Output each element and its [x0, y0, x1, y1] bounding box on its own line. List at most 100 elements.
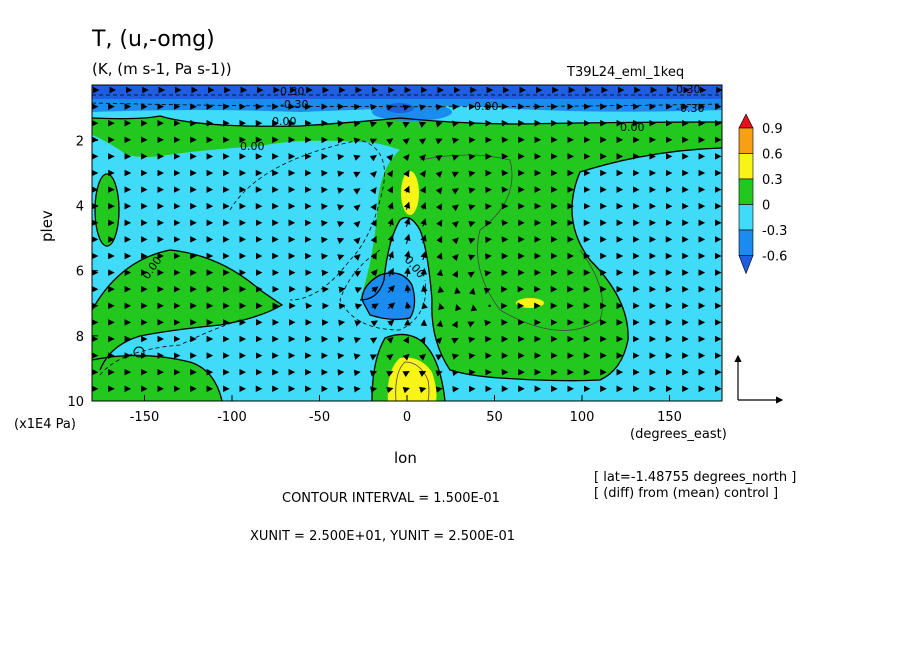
wind-vector [404, 250, 411, 261]
wind-vector [451, 320, 458, 329]
colorbar: 0.9 0.6 0.3 0 -0.3 -0.6 [738, 113, 787, 275]
wind-vector [451, 220, 459, 228]
wind-vector [435, 121, 443, 128]
colorbar-segment [738, 178, 754, 205]
fill-pos-west-bottom [92, 355, 222, 401]
wind-vector [387, 202, 394, 210]
wind-vector [369, 354, 378, 361]
wind-vector [404, 233, 411, 244]
wind-vector [353, 171, 361, 178]
wind-vector [468, 237, 476, 244]
wind-vector [370, 219, 377, 227]
x-axis-label: lon [394, 449, 417, 467]
wind-vector [421, 284, 428, 293]
fill-warm-east [516, 298, 544, 308]
colorbar-label: 0 [762, 199, 770, 214]
run-label: T39L24_eml_1keq [566, 65, 684, 80]
wind-vector [386, 353, 394, 361]
y-axis: 2 4 6 8 10 [67, 134, 98, 410]
wind-vector [402, 104, 410, 111]
wind-vector [369, 370, 378, 377]
fill-cold-top-core [386, 103, 414, 113]
wind-vector [402, 353, 410, 361]
wind-vector [436, 269, 444, 277]
colorbar-label: 0.9 [762, 122, 783, 137]
wind-vector [353, 154, 361, 161]
wind-vector [386, 371, 394, 377]
wind-vector [387, 218, 394, 227]
wind-vector [370, 320, 379, 327]
wind-vector [467, 254, 476, 261]
wind-vector [403, 169, 410, 178]
wind-vector [419, 386, 427, 394]
wind-vector [336, 237, 345, 244]
wind-vector [436, 252, 443, 260]
wind-vector [338, 286, 346, 293]
x-tick-label: -50 [309, 410, 330, 425]
wind-vector [488, 304, 491, 307]
wind-vector [353, 337, 361, 344]
wind-vector [386, 170, 394, 178]
wind-vector [337, 187, 345, 194]
wind-vector [353, 188, 361, 195]
colorbar-max-arrow [738, 113, 754, 129]
wind-vector [337, 270, 345, 277]
wind-vector [419, 336, 426, 344]
wind-vector [436, 235, 443, 244]
contour-label: 0.00 [272, 115, 297, 128]
wind-vector [437, 286, 445, 294]
wind-vector [338, 319, 346, 327]
wind-vector [402, 122, 410, 128]
y-tick-label: 2 [76, 134, 84, 149]
fill-pos-upper [92, 116, 722, 381]
wind-vector [371, 286, 379, 293]
wind-vector [468, 187, 476, 194]
wind-vector [419, 104, 427, 111]
wind-vector [387, 302, 396, 310]
wind-vector [402, 138, 410, 145]
wind-vector [354, 320, 362, 327]
colorbar-segment [738, 153, 754, 180]
lat-info: [ lat=-1.48755 degrees_north ] [594, 470, 796, 485]
wind-vector [369, 337, 378, 344]
wind-vector [420, 202, 427, 210]
wind-vector [435, 337, 443, 345]
wind-vector [468, 220, 476, 228]
wind-vector [451, 171, 460, 178]
wind-vector [369, 138, 378, 145]
wind-vector [420, 251, 427, 260]
contour-interval: CONTOUR INTERVAL = 1.500E-01 [282, 491, 500, 506]
wind-vector [387, 285, 395, 293]
wind-vector [451, 188, 459, 195]
wind-vector [353, 253, 361, 261]
wind-vector [336, 221, 345, 228]
x-tick-label: -100 [217, 410, 247, 425]
y-tick-label: 8 [76, 330, 84, 345]
y-axis-label: plev [38, 210, 56, 242]
wind-vector [451, 237, 459, 245]
wind-vector [337, 204, 345, 211]
wind-vector [467, 271, 475, 278]
colorbar-segment [738, 127, 754, 154]
wind-vector [386, 154, 394, 162]
wind-vector [369, 170, 377, 178]
wind-vector [337, 254, 345, 261]
unit-info: XUNIT = 2.500E+01, YUNIT = 2.500E-01 [250, 529, 515, 544]
wind-vector [353, 220, 361, 228]
wind-vector [354, 287, 363, 294]
colorbar-label: -0.3 [762, 224, 787, 239]
fill-warm-mid [401, 171, 419, 215]
wind-vector [451, 270, 458, 278]
x-tick-label: 50 [486, 410, 503, 425]
x-axis: -150 -100 -50 0 50 100 150 [130, 395, 682, 425]
wind-vector [421, 302, 428, 310]
wind-vector [438, 303, 445, 311]
diff-info: [ (diff) from (mean) control ] [594, 486, 778, 501]
wind-vector [369, 121, 378, 128]
wind-vector [451, 154, 460, 161]
wind-vector [403, 336, 409, 344]
fill-pos-west [92, 250, 282, 400]
wind-vector [403, 185, 410, 194]
contour-label: 0.00 [620, 121, 645, 134]
